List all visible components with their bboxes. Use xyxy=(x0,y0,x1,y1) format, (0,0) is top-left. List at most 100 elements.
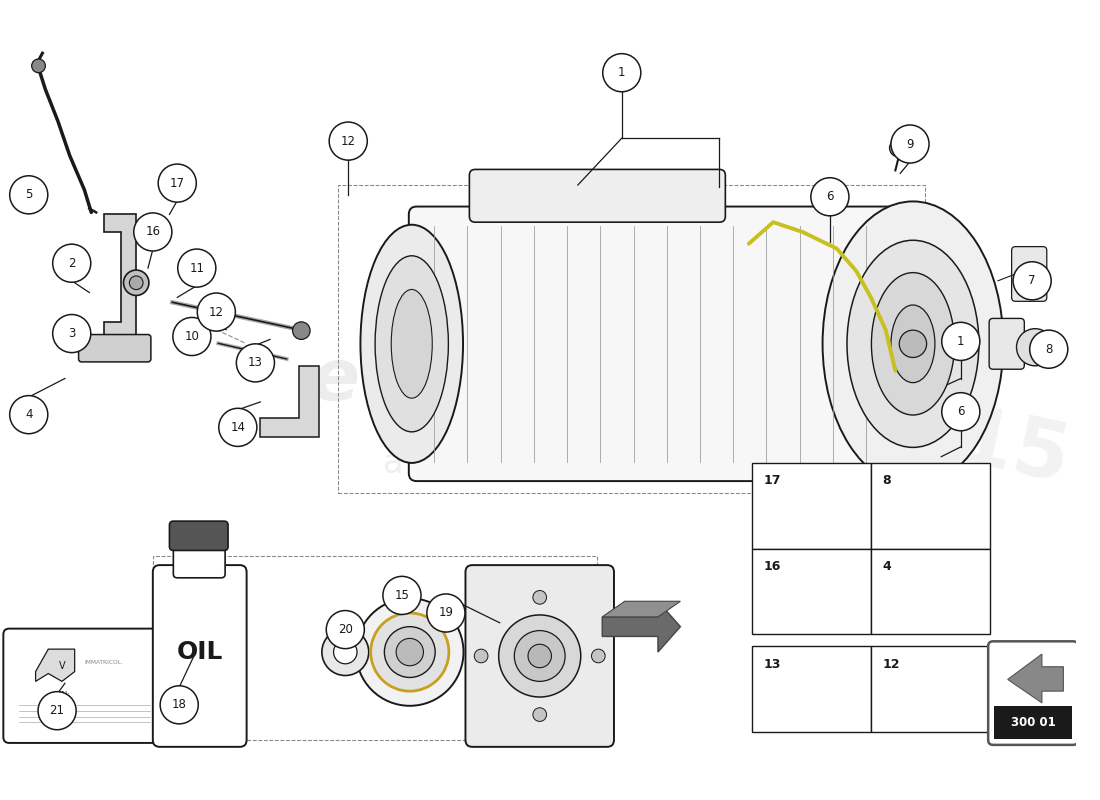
FancyBboxPatch shape xyxy=(153,565,246,747)
Text: 4: 4 xyxy=(25,408,33,421)
Circle shape xyxy=(383,576,421,614)
Circle shape xyxy=(1030,330,1068,368)
Bar xyxy=(751,462,871,549)
Circle shape xyxy=(384,626,436,678)
Bar xyxy=(994,706,1072,739)
FancyBboxPatch shape xyxy=(989,318,1024,370)
Ellipse shape xyxy=(891,305,935,382)
Text: 16: 16 xyxy=(763,560,781,573)
Bar xyxy=(153,556,597,740)
Circle shape xyxy=(371,613,449,691)
Circle shape xyxy=(197,293,235,331)
Circle shape xyxy=(10,396,47,434)
Polygon shape xyxy=(603,602,681,617)
Text: 12: 12 xyxy=(882,658,900,670)
Text: 7: 7 xyxy=(1028,274,1036,287)
Bar xyxy=(751,549,871,634)
Circle shape xyxy=(498,615,581,697)
Text: 11: 11 xyxy=(189,262,205,274)
FancyBboxPatch shape xyxy=(78,334,151,362)
Circle shape xyxy=(219,408,257,446)
Text: 6: 6 xyxy=(826,190,834,203)
Circle shape xyxy=(890,139,908,157)
Bar xyxy=(751,646,871,732)
Text: 18: 18 xyxy=(172,698,187,711)
Text: 12: 12 xyxy=(341,134,355,147)
Text: 13: 13 xyxy=(763,658,781,670)
Text: IMMATRICOL.: IMMATRICOL. xyxy=(85,660,123,665)
Text: 8: 8 xyxy=(882,474,891,487)
Bar xyxy=(339,185,925,493)
Text: 17: 17 xyxy=(763,474,781,487)
Circle shape xyxy=(356,598,463,706)
Text: 2015: 2015 xyxy=(842,378,1077,501)
Circle shape xyxy=(39,692,76,730)
Circle shape xyxy=(293,322,310,339)
Text: 2: 2 xyxy=(68,257,76,270)
Text: OIL: OIL xyxy=(176,640,223,664)
Polygon shape xyxy=(1008,654,1064,703)
Circle shape xyxy=(236,344,275,382)
Text: 10: 10 xyxy=(185,330,199,343)
Text: 12: 12 xyxy=(209,306,223,318)
Circle shape xyxy=(532,708,547,722)
Circle shape xyxy=(161,686,198,724)
Text: 8: 8 xyxy=(1045,342,1053,356)
Text: VIN:: VIN: xyxy=(55,691,70,700)
Ellipse shape xyxy=(823,202,1003,486)
Circle shape xyxy=(528,644,551,668)
Text: eurospares: eurospares xyxy=(310,346,767,415)
Text: 13: 13 xyxy=(248,356,263,370)
Bar xyxy=(871,646,990,732)
Ellipse shape xyxy=(375,256,449,432)
Circle shape xyxy=(942,393,980,430)
Circle shape xyxy=(515,630,565,682)
Ellipse shape xyxy=(871,273,955,415)
Circle shape xyxy=(130,276,143,290)
Circle shape xyxy=(891,125,930,163)
Text: 16: 16 xyxy=(145,226,161,238)
Circle shape xyxy=(592,649,605,663)
Text: 1: 1 xyxy=(618,66,626,79)
Polygon shape xyxy=(261,366,319,437)
Text: 1: 1 xyxy=(957,335,965,348)
FancyBboxPatch shape xyxy=(465,565,614,747)
FancyBboxPatch shape xyxy=(470,170,725,222)
Circle shape xyxy=(427,594,465,632)
Circle shape xyxy=(1013,262,1052,300)
Text: 15: 15 xyxy=(395,589,409,602)
Circle shape xyxy=(327,610,364,649)
Text: 14: 14 xyxy=(230,421,245,434)
Circle shape xyxy=(603,54,641,92)
Circle shape xyxy=(53,244,91,282)
Text: 5: 5 xyxy=(25,188,32,202)
Circle shape xyxy=(811,178,849,216)
Ellipse shape xyxy=(392,290,432,398)
Text: 20: 20 xyxy=(338,623,353,636)
Text: a passion for parts: a passion for parts xyxy=(383,447,694,480)
Circle shape xyxy=(178,249,216,287)
Text: 9: 9 xyxy=(906,138,914,150)
FancyBboxPatch shape xyxy=(169,521,228,550)
Circle shape xyxy=(333,640,358,664)
Polygon shape xyxy=(35,649,75,682)
Ellipse shape xyxy=(847,240,979,447)
Circle shape xyxy=(32,59,45,73)
FancyBboxPatch shape xyxy=(409,206,913,481)
Text: 4: 4 xyxy=(882,560,891,573)
FancyBboxPatch shape xyxy=(988,642,1078,745)
Text: 21: 21 xyxy=(50,704,65,717)
Text: 6: 6 xyxy=(957,406,965,418)
FancyBboxPatch shape xyxy=(174,538,226,578)
Text: V: V xyxy=(58,661,65,670)
Bar xyxy=(871,462,990,549)
Circle shape xyxy=(532,590,547,604)
Polygon shape xyxy=(104,214,136,339)
Text: 3: 3 xyxy=(68,327,76,340)
FancyBboxPatch shape xyxy=(3,629,164,743)
Bar xyxy=(871,549,990,634)
Text: 17: 17 xyxy=(169,177,185,190)
Circle shape xyxy=(53,314,91,353)
Text: 19: 19 xyxy=(439,606,453,619)
Circle shape xyxy=(10,176,47,214)
